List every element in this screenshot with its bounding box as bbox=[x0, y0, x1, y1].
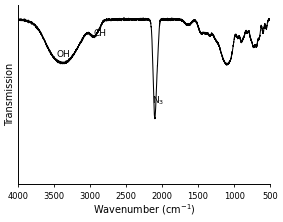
Text: CH: CH bbox=[93, 29, 106, 38]
Y-axis label: Transmission: Transmission bbox=[5, 63, 15, 126]
Text: OH: OH bbox=[56, 50, 70, 59]
Text: N$_3$: N$_3$ bbox=[152, 94, 164, 107]
X-axis label: Wavenumber (cm$^{-1}$): Wavenumber (cm$^{-1}$) bbox=[93, 202, 195, 217]
